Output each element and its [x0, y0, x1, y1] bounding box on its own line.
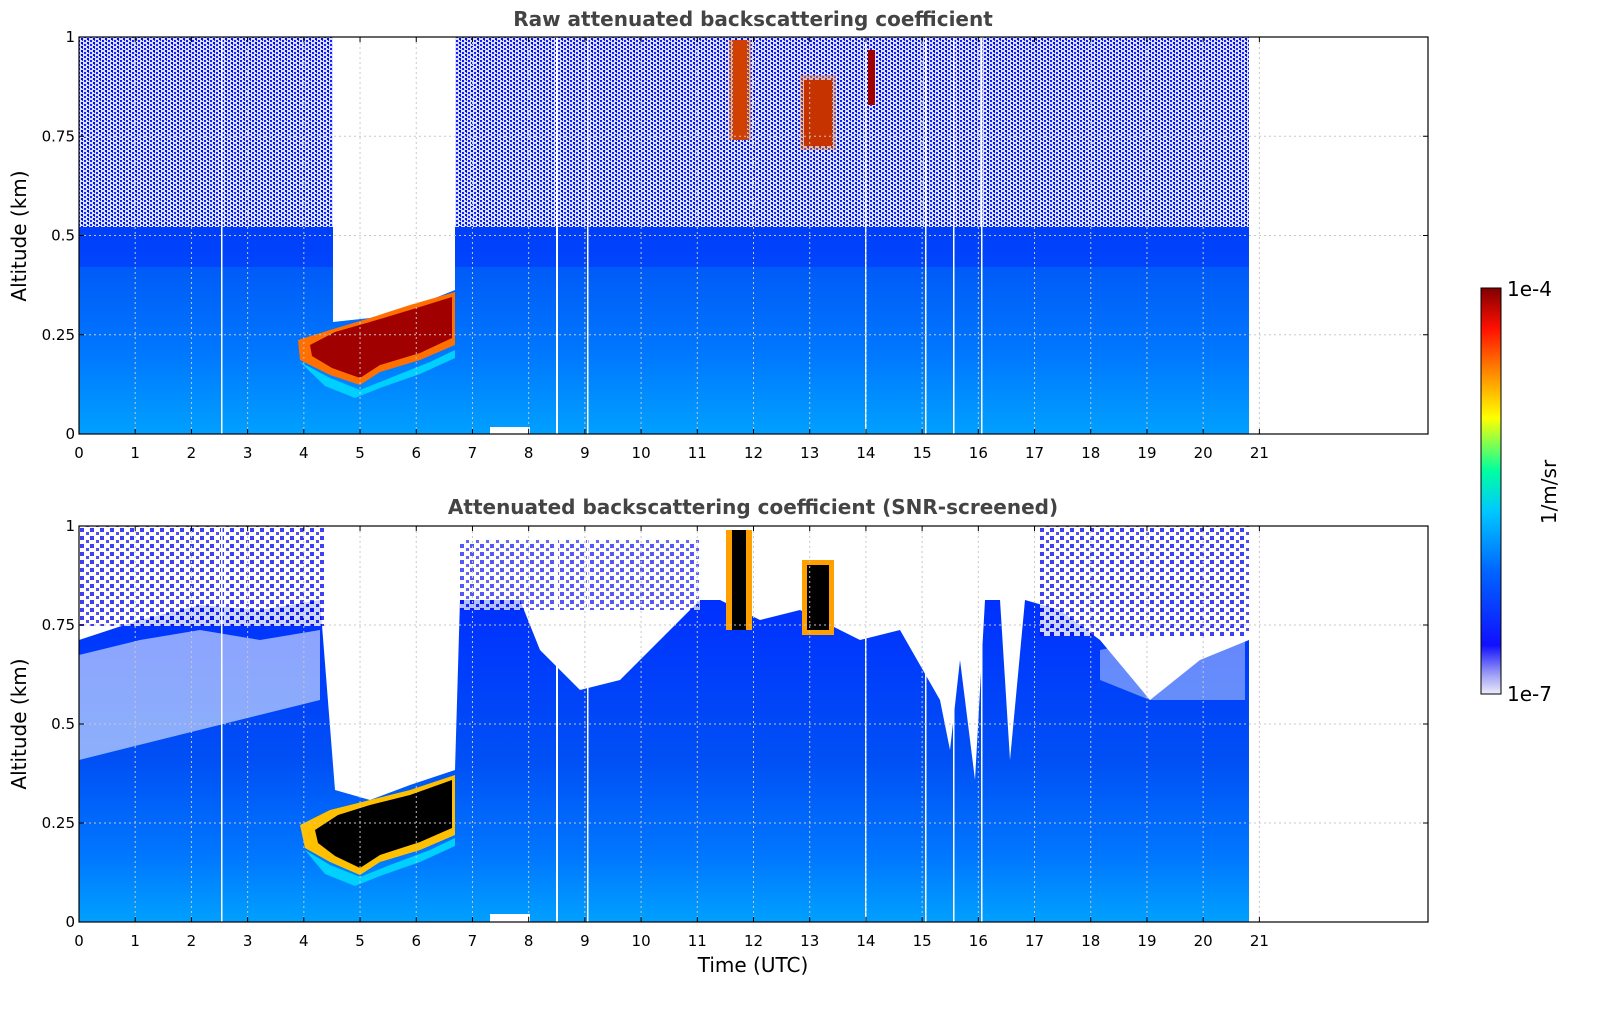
x-tick-label: 15	[913, 444, 932, 462]
x-tick-label: 19	[1137, 444, 1156, 462]
x-tick-label: 10	[632, 444, 651, 462]
colorbar: 1e-4 1e-7 1/m/sr	[1480, 277, 1561, 706]
colorbar-min-label: 1e-7	[1507, 682, 1552, 706]
x-axis: 0 1 2 3 4 5 6 7 8 9 10 11 12 13 14 15 16 17 18 19 20 21	[74, 37, 1269, 462]
y-axis-label: Altitude (km)	[7, 170, 31, 301]
x-tick-label: 4	[299, 444, 309, 462]
x-tick-label: 19	[1137, 932, 1156, 950]
x-tick-label: 16	[969, 932, 988, 950]
x-tick-label: 17	[1025, 444, 1044, 462]
x-tick-label: 0	[74, 444, 84, 462]
x-tick-label: 12	[744, 932, 763, 950]
x-tick-label: 7	[468, 444, 478, 462]
y-tick-label: 0.75	[42, 127, 75, 145]
x-tick-label: 5	[355, 444, 365, 462]
x-tick-label: 9	[580, 932, 590, 950]
x-tick-label: 11	[688, 444, 707, 462]
panel-screened: Attenuated backscattering coefficient (S…	[7, 495, 1429, 977]
y-tick-label: 0.75	[42, 616, 75, 634]
panel-raw: Raw attenuated backscattering coefficien…	[7, 7, 1429, 462]
x-tick-label: 20	[1194, 932, 1213, 950]
x-tick-label: 1	[130, 444, 140, 462]
y-axis: 0 0.25 0.5 0.75 1	[42, 28, 1428, 443]
x-tick-label: 18	[1081, 932, 1100, 950]
x-tick-label: 16	[969, 444, 988, 462]
x-tick-label: 17	[1025, 932, 1044, 950]
x-tick-label: 2	[187, 932, 197, 950]
x-tick-label: 7	[468, 932, 478, 950]
x-tick-label: 13	[800, 444, 819, 462]
colorbar-max-label: 1e-4	[1507, 277, 1552, 301]
grid	[79, 526, 1428, 922]
heatmap-image	[79, 526, 1249, 922]
x-tick-label: 14	[856, 444, 875, 462]
y-tick-label: 0	[65, 425, 75, 443]
x-tick-label: 3	[243, 932, 253, 950]
x-tick-label: 3	[243, 444, 253, 462]
grid	[79, 37, 1428, 434]
x-tick-label: 11	[688, 932, 707, 950]
x-tick-label: 0	[74, 932, 84, 950]
x-tick-label: 21	[1250, 932, 1269, 950]
x-tick-label: 13	[800, 932, 819, 950]
y-tick-label: 0	[65, 913, 75, 931]
x-tick-label: 14	[856, 932, 875, 950]
x-tick-label: 4	[299, 932, 309, 950]
x-tick-label: 2	[187, 444, 197, 462]
x-tick-label: 1	[130, 932, 140, 950]
x-tick-label: 20	[1194, 444, 1213, 462]
x-tick-label: 10	[632, 932, 651, 950]
x-tick-label: 9	[580, 444, 590, 462]
y-tick-label: 0.25	[42, 326, 75, 344]
x-tick-label: 5	[355, 932, 365, 950]
y-tick-label: 1	[65, 517, 75, 535]
x-axis-label: Time (UTC)	[697, 953, 809, 977]
x-tick-label: 8	[524, 444, 534, 462]
x-axis: 0 1 2 3 4 5 6 7 8 9 10 11 12 13 14 15 16 17 18 19 20 21	[74, 526, 1269, 950]
heatmap-image	[79, 37, 1249, 434]
x-tick-label: 6	[411, 932, 421, 950]
y-tick-label: 0.5	[51, 715, 75, 733]
x-tick-label: 18	[1081, 444, 1100, 462]
y-axis: 0 0.25 0.5 0.75 1	[42, 517, 1428, 931]
y-tick-label: 0.25	[42, 814, 75, 832]
y-tick-label: 0.5	[51, 227, 75, 245]
panel-title: Attenuated backscattering coefficient (S…	[448, 495, 1058, 519]
x-tick-label: 12	[744, 444, 763, 462]
x-tick-label: 6	[411, 444, 421, 462]
x-tick-label: 21	[1250, 444, 1269, 462]
panel-title: Raw attenuated backscattering coefficien…	[513, 7, 993, 31]
x-tick-label: 8	[524, 932, 534, 950]
x-tick-label: 15	[913, 932, 932, 950]
colorbar-unit-label: 1/m/sr	[1537, 459, 1561, 524]
y-axis-label: Altitude (km)	[7, 658, 31, 789]
y-tick-label: 1	[65, 28, 75, 46]
colorbar-gradient	[1480, 287, 1502, 695]
